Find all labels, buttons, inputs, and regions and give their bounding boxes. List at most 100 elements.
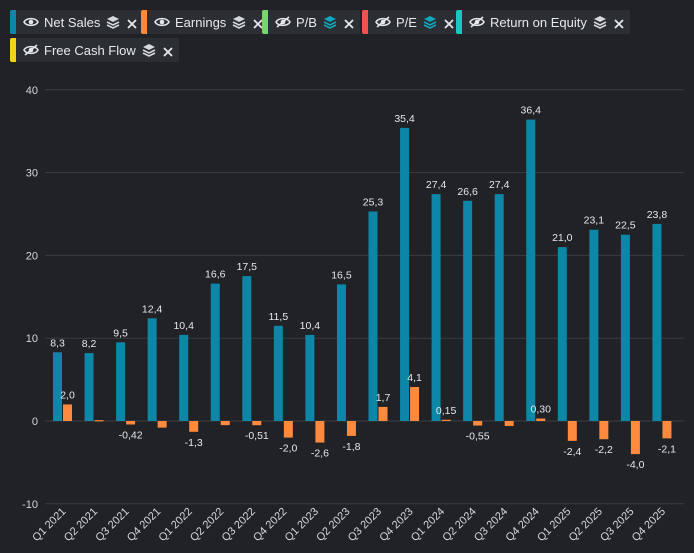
data-label: 22,5 bbox=[615, 220, 636, 232]
bar-earnings[interactable] bbox=[346, 421, 356, 436]
legend-label: Net Sales bbox=[44, 14, 101, 30]
data-label: 12,4 bbox=[142, 303, 163, 315]
x-tick-label: Q2 2021 bbox=[62, 506, 100, 544]
data-label: -0,51 bbox=[245, 430, 269, 442]
data-label: 16,5 bbox=[331, 269, 352, 281]
x-tick-label: Q1 2025 bbox=[535, 506, 573, 544]
legend-chip-return-on-equity[interactable]: Return on Equity bbox=[456, 10, 630, 34]
close-icon[interactable] bbox=[127, 17, 138, 29]
x-tick-label: Q4 2023 bbox=[377, 506, 415, 544]
bar-net-sales[interactable] bbox=[620, 234, 630, 421]
data-label: -2,1 bbox=[658, 443, 676, 455]
bar-net-sales[interactable] bbox=[368, 211, 378, 421]
bar-net-sales[interactable] bbox=[526, 119, 536, 421]
data-label: 26,6 bbox=[457, 186, 478, 198]
data-label: 4,1 bbox=[407, 372, 422, 384]
bar-net-sales[interactable] bbox=[557, 247, 567, 421]
y-tick-label: -10 bbox=[22, 499, 38, 511]
eye-off-icon[interactable] bbox=[275, 16, 291, 28]
layers-icon[interactable] bbox=[593, 15, 607, 29]
data-label: 35,4 bbox=[394, 113, 415, 125]
bar-earnings[interactable] bbox=[126, 421, 136, 425]
layers-icon[interactable] bbox=[423, 15, 437, 29]
bar-net-sales[interactable] bbox=[400, 127, 410, 421]
bar-net-sales[interactable] bbox=[652, 223, 662, 421]
bar-net-sales[interactable] bbox=[210, 283, 220, 421]
close-icon[interactable] bbox=[444, 17, 454, 29]
bar-earnings[interactable] bbox=[630, 421, 640, 455]
data-label: 27,4 bbox=[426, 179, 447, 191]
bar-net-sales[interactable] bbox=[494, 194, 504, 421]
layers-icon[interactable] bbox=[323, 15, 337, 29]
bar-net-sales[interactable] bbox=[53, 352, 62, 421]
data-label: -0,42 bbox=[119, 429, 143, 441]
data-label: -1,3 bbox=[185, 437, 203, 449]
x-tick-label: Q2 2025 bbox=[567, 506, 605, 544]
bar-net-sales[interactable] bbox=[431, 194, 441, 421]
legend-swatch bbox=[10, 10, 16, 34]
bar-earnings[interactable] bbox=[220, 421, 230, 426]
bar-earnings[interactable] bbox=[567, 421, 577, 441]
close-icon[interactable] bbox=[163, 45, 173, 57]
legend-chip-free-cash-flow[interactable]: Free Cash Flow bbox=[10, 38, 179, 62]
eye-off-icon[interactable] bbox=[469, 16, 485, 28]
eye-icon[interactable] bbox=[23, 16, 39, 28]
layers-icon[interactable] bbox=[142, 43, 156, 57]
data-label: 10,4 bbox=[173, 320, 194, 332]
bar-earnings[interactable] bbox=[536, 418, 546, 421]
bar-net-sales[interactable] bbox=[116, 342, 126, 421]
bar-earnings[interactable] bbox=[283, 421, 293, 438]
x-tick-label: Q3 2023 bbox=[346, 506, 384, 544]
close-icon[interactable] bbox=[614, 17, 624, 29]
layers-icon[interactable] bbox=[232, 15, 246, 29]
bar-earnings[interactable] bbox=[378, 406, 388, 421]
bar-net-sales[interactable] bbox=[273, 325, 283, 421]
legend-label: Earnings bbox=[175, 14, 227, 30]
data-label: 0,15 bbox=[436, 405, 457, 417]
bar-net-sales[interactable] bbox=[179, 334, 189, 421]
y-tick-label: 10 bbox=[26, 333, 38, 345]
bar-earnings[interactable] bbox=[410, 387, 420, 421]
legend-label: Return on Equity bbox=[490, 14, 587, 30]
bar-earnings[interactable] bbox=[157, 421, 167, 428]
eye-off-icon[interactable] bbox=[23, 44, 39, 56]
bar-net-sales[interactable] bbox=[242, 276, 252, 421]
bar-earnings[interactable] bbox=[189, 421, 199, 432]
legend-chip-p-e[interactable]: P/E bbox=[362, 10, 460, 34]
bar-earnings[interactable] bbox=[473, 421, 483, 426]
bar-earnings[interactable] bbox=[63, 404, 72, 421]
data-label: 2,0 bbox=[60, 389, 75, 401]
bar-earnings[interactable] bbox=[504, 421, 514, 426]
legend-chip-net-sales[interactable]: Net Sales bbox=[10, 10, 144, 34]
bar-earnings[interactable] bbox=[662, 421, 672, 439]
bar-earnings[interactable] bbox=[94, 420, 104, 422]
legend-swatch bbox=[141, 10, 147, 34]
x-tick-label: Q4 2024 bbox=[504, 506, 542, 544]
bar-net-sales[interactable] bbox=[589, 229, 599, 421]
bar-earnings[interactable] bbox=[252, 421, 262, 426]
x-tick-label: Q4 2022 bbox=[251, 506, 289, 544]
eye-off-icon[interactable] bbox=[375, 16, 391, 28]
x-tick-label: Q4 2025 bbox=[630, 506, 668, 544]
data-label: 36,4 bbox=[521, 105, 542, 117]
bar-net-sales[interactable] bbox=[305, 334, 315, 421]
close-icon[interactable] bbox=[253, 17, 263, 29]
data-label: 9,5 bbox=[113, 327, 128, 339]
bar-net-sales[interactable] bbox=[147, 318, 157, 421]
layers-icon[interactable] bbox=[106, 15, 120, 29]
bar-earnings[interactable] bbox=[441, 419, 451, 421]
bar-net-sales[interactable] bbox=[336, 284, 346, 421]
close-icon[interactable] bbox=[344, 17, 354, 29]
bar-earnings[interactable] bbox=[315, 421, 325, 443]
data-label: -1,8 bbox=[342, 441, 360, 453]
bar-net-sales[interactable] bbox=[463, 200, 473, 421]
x-tick-label: Q1 2024 bbox=[409, 506, 447, 544]
bar-earnings[interactable] bbox=[599, 421, 609, 440]
legend-chip-earnings[interactable]: Earnings bbox=[141, 10, 270, 34]
eye-icon[interactable] bbox=[154, 16, 170, 28]
legend-swatch bbox=[10, 38, 16, 62]
bar-net-sales[interactable] bbox=[84, 353, 94, 421]
x-tick-label: Q1 2023 bbox=[283, 506, 321, 544]
legend-chip-p-b[interactable]: P/B bbox=[262, 10, 360, 34]
data-label: 25,3 bbox=[363, 197, 384, 209]
